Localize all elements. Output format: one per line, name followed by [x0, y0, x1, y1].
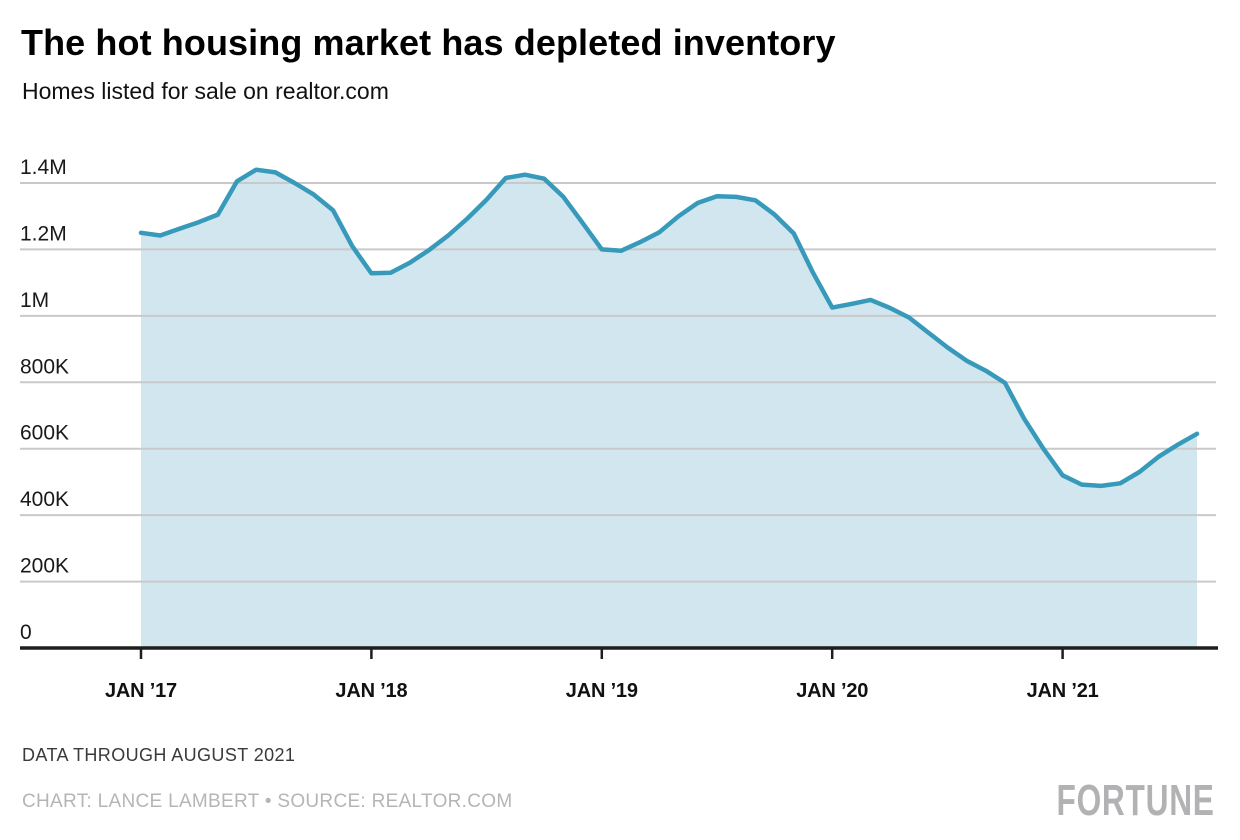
inventory-area-chart: JAN ’17 JAN ’18 JAN ’19 JAN ’20 JAN ’21 0 200K… — [20, 156, 1218, 702]
x-tick-label-2: JAN ’19 — [566, 680, 638, 702]
x-tick-label-1: JAN ’18 — [335, 680, 407, 702]
data-through-note: DATA THROUGH AUGUST 2021 — [22, 745, 296, 765]
y-tick-label-0: 0 — [20, 621, 32, 644]
y-tick-label-600K: 600K — [20, 422, 69, 445]
chart-subtitle: Homes listed for sale on realtor.com — [22, 78, 389, 104]
x-tick-label-3: JAN ’20 — [796, 680, 868, 702]
chart-title: The hot housing market has depleted inve… — [21, 22, 836, 63]
chart-line — [138, 167, 1200, 489]
y-tick-label-800K: 800K — [20, 355, 69, 378]
chart-source-credit: CHART: LANCE LAMBERT • SOURCE: REALTOR.C… — [22, 791, 513, 812]
x-tick-label-0: JAN ’17 — [105, 680, 177, 702]
y-tick-label-1.2M: 1.2M — [20, 222, 67, 245]
x-tick-label-4: JAN ’21 — [1027, 680, 1099, 702]
fortune-logo: FORTUNE — [1056, 776, 1215, 825]
y-tick-label-1M: 1M — [20, 289, 49, 312]
y-tick-label-400K: 400K — [20, 488, 69, 511]
y-tick-label-1.4M: 1.4M — [20, 156, 67, 179]
y-tick-label-200K: 200K — [20, 555, 69, 578]
chart-area-fill — [141, 169, 1197, 648]
